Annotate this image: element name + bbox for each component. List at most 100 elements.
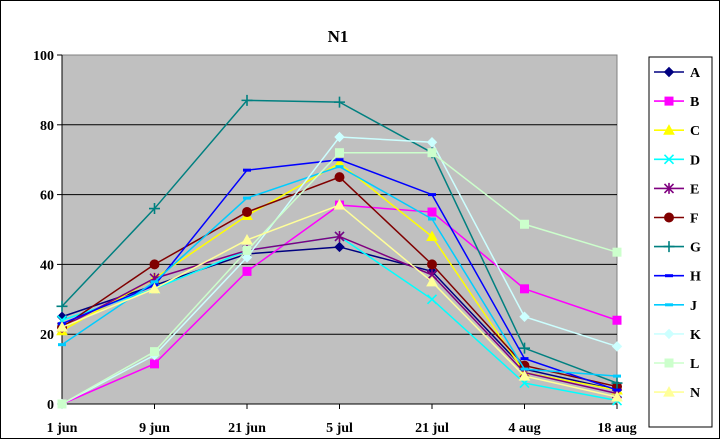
legend-item-N: N xyxy=(654,386,700,401)
y-tick-label: 100 xyxy=(33,49,54,64)
data-point xyxy=(427,148,437,158)
legend-label: B xyxy=(690,95,699,110)
x-tick-label: 21 jun xyxy=(228,421,266,436)
data-point xyxy=(613,388,621,392)
y-tick-label: 60 xyxy=(40,189,54,204)
y-tick-label: 80 xyxy=(40,119,54,134)
data-point xyxy=(612,247,622,257)
legend-label: G xyxy=(690,241,701,256)
y-tick-label: 40 xyxy=(40,258,54,273)
legend-label: N xyxy=(690,386,700,401)
x-tick-label: 18 aug xyxy=(597,421,636,436)
legend-item-A: A xyxy=(654,66,701,81)
legend-marker xyxy=(664,212,674,223)
data-point xyxy=(426,275,438,287)
data-point xyxy=(426,137,438,148)
y-tick-label: 20 xyxy=(40,328,54,343)
y-tick-label: 0 xyxy=(47,398,54,413)
data-point xyxy=(334,172,345,183)
data-point xyxy=(149,203,160,215)
data-point xyxy=(56,300,68,312)
data-point xyxy=(243,196,251,200)
data-point xyxy=(518,370,531,381)
legend-item-K: K xyxy=(654,328,701,343)
data-point xyxy=(334,131,345,143)
x-tick-label: 5 jul xyxy=(326,421,353,436)
legend-marker xyxy=(663,66,675,78)
data-point xyxy=(427,207,437,217)
legend-item-L: L xyxy=(654,357,699,372)
legend-label: H xyxy=(690,270,701,285)
legend-marker xyxy=(663,241,675,253)
data-point xyxy=(611,341,623,352)
data-point xyxy=(149,259,160,270)
series-L xyxy=(57,148,622,409)
data-point xyxy=(57,399,67,409)
data-point xyxy=(242,245,252,255)
legend-label: L xyxy=(690,357,699,372)
data-point xyxy=(241,233,253,245)
data-point xyxy=(241,94,253,106)
data-point xyxy=(334,241,345,253)
data-point xyxy=(243,168,251,172)
data-point xyxy=(520,357,529,361)
x-axis: 1 jun 9 jun 21 jun 5 jul 21 jul 4 aug 18 aug xyxy=(47,403,637,436)
data-point xyxy=(426,230,438,241)
x-tick-label: 21 jul xyxy=(415,421,449,436)
data-point xyxy=(428,217,436,221)
legend-label: E xyxy=(690,182,699,197)
data-point xyxy=(150,359,159,369)
data-point xyxy=(334,230,345,242)
legend-item-G: G xyxy=(654,241,701,256)
data-point xyxy=(241,252,253,263)
data-point xyxy=(611,377,623,389)
data-point xyxy=(612,315,622,325)
data-point xyxy=(148,282,161,294)
data-point xyxy=(242,207,252,218)
data-point xyxy=(56,321,68,332)
legend-marker xyxy=(665,274,673,278)
x-tick-label: 4 aug xyxy=(508,421,540,436)
series-J xyxy=(58,165,621,378)
data-point xyxy=(519,311,530,322)
legend-marker xyxy=(664,96,674,106)
legend-marker xyxy=(663,182,675,194)
data-point xyxy=(613,374,621,378)
data-point xyxy=(333,199,346,210)
data-point xyxy=(519,342,530,354)
y-axis: 0 20 40 60 80 100 xyxy=(33,49,63,413)
data-point xyxy=(428,193,436,197)
data-point xyxy=(611,390,623,402)
legend-marker xyxy=(663,386,675,397)
legend-marker xyxy=(663,328,675,340)
data-point xyxy=(150,280,159,284)
legend-item-H: H xyxy=(654,270,701,285)
data-point xyxy=(334,96,345,108)
data-point xyxy=(335,165,344,169)
data-point xyxy=(427,259,437,270)
legend-label: D xyxy=(690,153,700,168)
data-point xyxy=(520,367,529,371)
legend-label: A xyxy=(690,66,701,81)
legend-label: C xyxy=(690,124,700,139)
legend-label: K xyxy=(690,328,701,343)
legend-marker xyxy=(664,358,674,368)
legend-item-C: C xyxy=(654,124,700,139)
data-point xyxy=(520,284,529,294)
legend-label: F xyxy=(690,212,699,227)
x-tick-label: 9 jun xyxy=(139,421,170,436)
data-point xyxy=(335,158,344,162)
data-point xyxy=(426,294,438,305)
legend-marker xyxy=(665,303,673,307)
legend-marker xyxy=(663,124,675,135)
legend-marker xyxy=(663,154,675,165)
legend-box xyxy=(648,56,713,428)
data-point xyxy=(150,347,159,357)
legend-item-J: J xyxy=(654,299,697,314)
data-point xyxy=(520,219,529,229)
data-point xyxy=(335,148,344,158)
legend-label: J xyxy=(690,299,697,314)
legend-item-F: F xyxy=(654,212,699,227)
